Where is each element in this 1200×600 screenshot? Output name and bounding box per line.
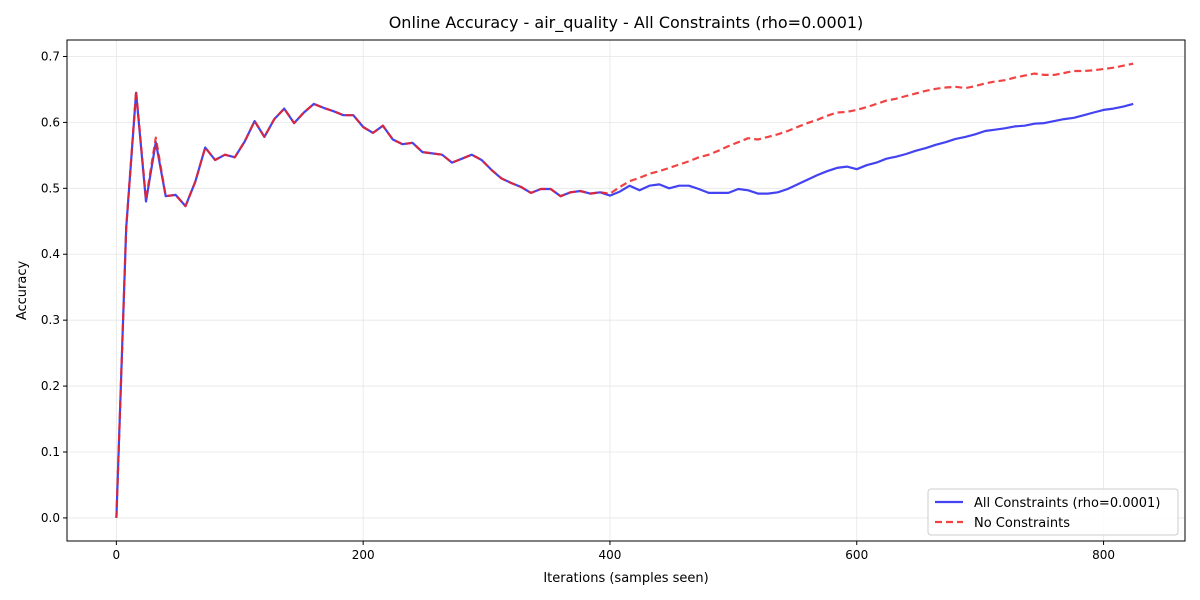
legend-label-no-constraints: No Constraints	[974, 516, 1070, 531]
axis-ticks: 0 200 400 600 800 0.0 0.1 0.2 0.3 0.4 0.5 0.6 0.7	[41, 49, 1115, 562]
y-tick-label: 0.3	[41, 313, 60, 327]
y-tick-label: 0.1	[41, 445, 60, 459]
y-axis-label: Accuracy	[15, 261, 30, 321]
legend-box	[927, 488, 1179, 536]
y-tick-label: 0.7	[41, 49, 60, 63]
series-line-no-constraints	[115, 62, 1134, 518]
x-axis-label: Iterations (samples seen)	[543, 571, 708, 586]
x-tick-label: 800	[1092, 548, 1115, 562]
y-tick-label: 0.2	[41, 379, 60, 393]
x-tick-label: 200	[352, 548, 375, 562]
x-tick-label: 400	[599, 548, 622, 562]
y-tick-label: 0.6	[41, 115, 60, 129]
y-tick-label: 0.0	[41, 511, 60, 525]
y-tick-label: 0.5	[41, 181, 60, 195]
x-tick-label: 600	[845, 548, 868, 562]
series-group	[115, 62, 1134, 518]
legend: All Constraints (rho=0.0001) No Constrai…	[927, 488, 1179, 536]
x-tick-label: 0	[113, 548, 121, 562]
legend-label-all-constraints: All Constraints (rho=0.0001)	[974, 496, 1160, 511]
y-tick-label: 0.4	[41, 247, 60, 261]
plot-frame	[66, 39, 1186, 542]
chart-title: Online Accuracy - air_quality - All Cons…	[389, 13, 864, 33]
